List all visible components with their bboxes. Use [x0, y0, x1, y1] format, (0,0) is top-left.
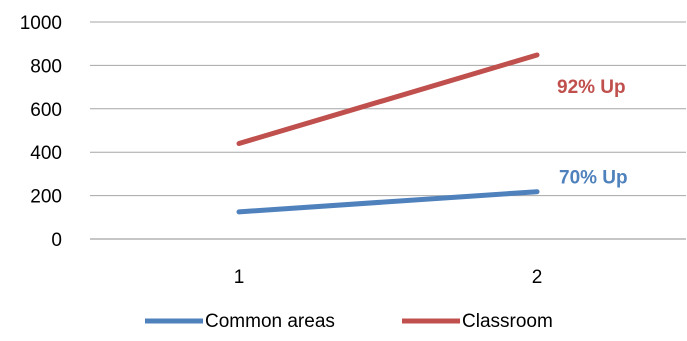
series-line-1	[236, 52, 540, 147]
y-tick-label: 200	[30, 187, 62, 208]
series-lines	[236, 52, 540, 215]
y-tick-label: 600	[30, 100, 62, 121]
annotation-label: 70% Up	[559, 168, 628, 189]
y-tick-label: 0	[51, 230, 62, 251]
y-tick-label: 400	[30, 143, 62, 164]
y-tick-label: 1000	[20, 13, 62, 34]
x-tick-label: 1	[234, 267, 245, 288]
series-line-0	[236, 189, 540, 215]
x-tick-label: 2	[532, 267, 543, 288]
gridlines	[90, 21, 686, 240]
legend-label-1: Classroom	[462, 311, 553, 332]
annotations: 92% Up 70% Up	[557, 77, 628, 189]
y-tick-label: 800	[30, 56, 62, 77]
annotation-label: 92% Up	[557, 77, 626, 98]
legend-label-0: Common areas	[205, 311, 335, 332]
legend: Common areas Classroom	[145, 311, 553, 332]
y-axis-tick-labels: 0 200 400 600 800 1000	[20, 13, 62, 251]
